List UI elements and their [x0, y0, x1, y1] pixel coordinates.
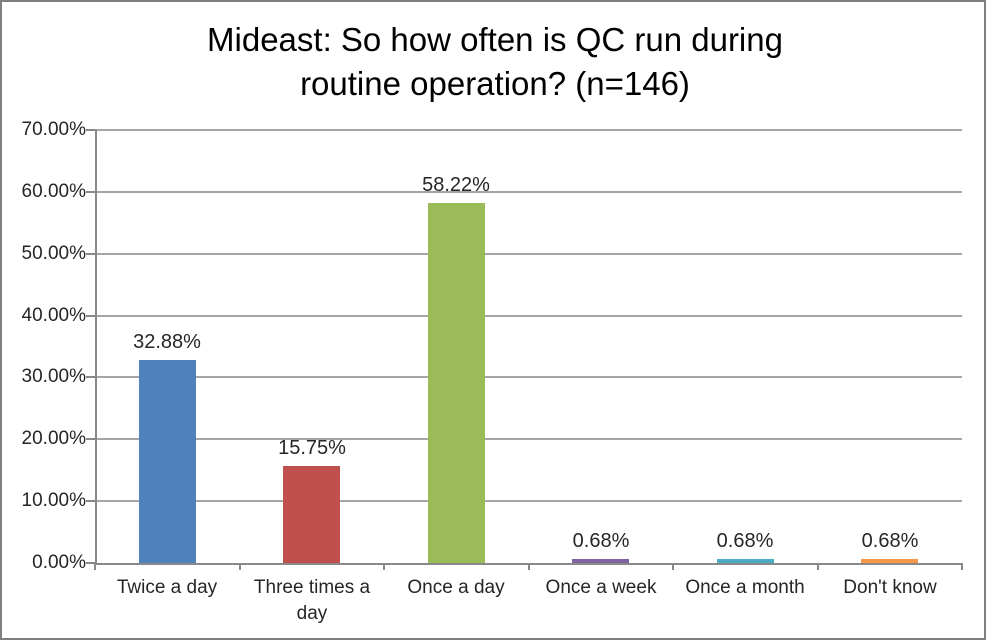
bar [717, 559, 774, 563]
bar-data-label: 0.68% [572, 530, 630, 552]
x-axis-tick [961, 563, 963, 570]
bar-data-label: 58.22% [422, 174, 490, 196]
bar [861, 559, 918, 563]
y-axis-tick [86, 562, 95, 564]
x-axis-tick [528, 563, 530, 570]
y-axis-tick [86, 314, 95, 317]
x-category-label: Once a week [545, 577, 657, 598]
y-tick-label: 40.00% [21, 304, 86, 326]
y-tick-label: 60.00% [21, 180, 86, 202]
bar [283, 466, 340, 563]
x-axis-tick [239, 563, 241, 570]
y-axis-tick [86, 252, 95, 255]
gridline [95, 129, 962, 131]
y-axis-tick [86, 190, 95, 193]
y-axis-tick [86, 376, 95, 379]
x-axis-tick [817, 563, 819, 570]
y-axis-tick [86, 438, 95, 441]
y-tick-label: 30.00% [21, 366, 86, 388]
gridline [95, 252, 962, 255]
x-category-label: Once a day [407, 577, 505, 598]
gridline [95, 500, 962, 503]
x-axis-tick [383, 563, 385, 570]
bar-data-label: 32.88% [133, 331, 201, 353]
y-tick-label: 70.00% [21, 119, 86, 140]
chart-title: Mideast: So how often is QC run during r… [145, 18, 845, 106]
bar [572, 559, 629, 563]
y-axis-tick [86, 500, 95, 503]
bar-data-label: 0.68% [716, 530, 774, 552]
y-tick-label: 20.00% [21, 428, 86, 450]
x-category-label: Twice a day [116, 577, 218, 598]
x-axis-tick [94, 563, 96, 570]
x-category-label: Don't know [843, 577, 937, 598]
bar-data-label: 0.68% [861, 530, 919, 552]
gridline [95, 190, 962, 193]
chart-title-line-2: routine operation? (n=146) [300, 65, 690, 102]
x-axis-tick [672, 563, 674, 570]
y-axis [95, 130, 97, 565]
y-tick-label: 0.00% [32, 552, 86, 573]
chart-title-line-1: Mideast: So how often is QC run during [207, 21, 783, 58]
bar [428, 203, 485, 563]
bar-data-label: 15.75% [278, 437, 346, 459]
gridline [95, 314, 962, 317]
x-axis [95, 563, 962, 565]
y-axis-tick [86, 129, 95, 131]
gridline [95, 376, 962, 379]
bar [139, 360, 196, 563]
y-tick-label: 10.00% [21, 490, 86, 512]
x-category-label: Once a month [685, 577, 805, 598]
gridline [95, 438, 962, 441]
y-tick-label: 50.00% [21, 242, 86, 264]
x-category-label: Three times a day [253, 577, 371, 624]
